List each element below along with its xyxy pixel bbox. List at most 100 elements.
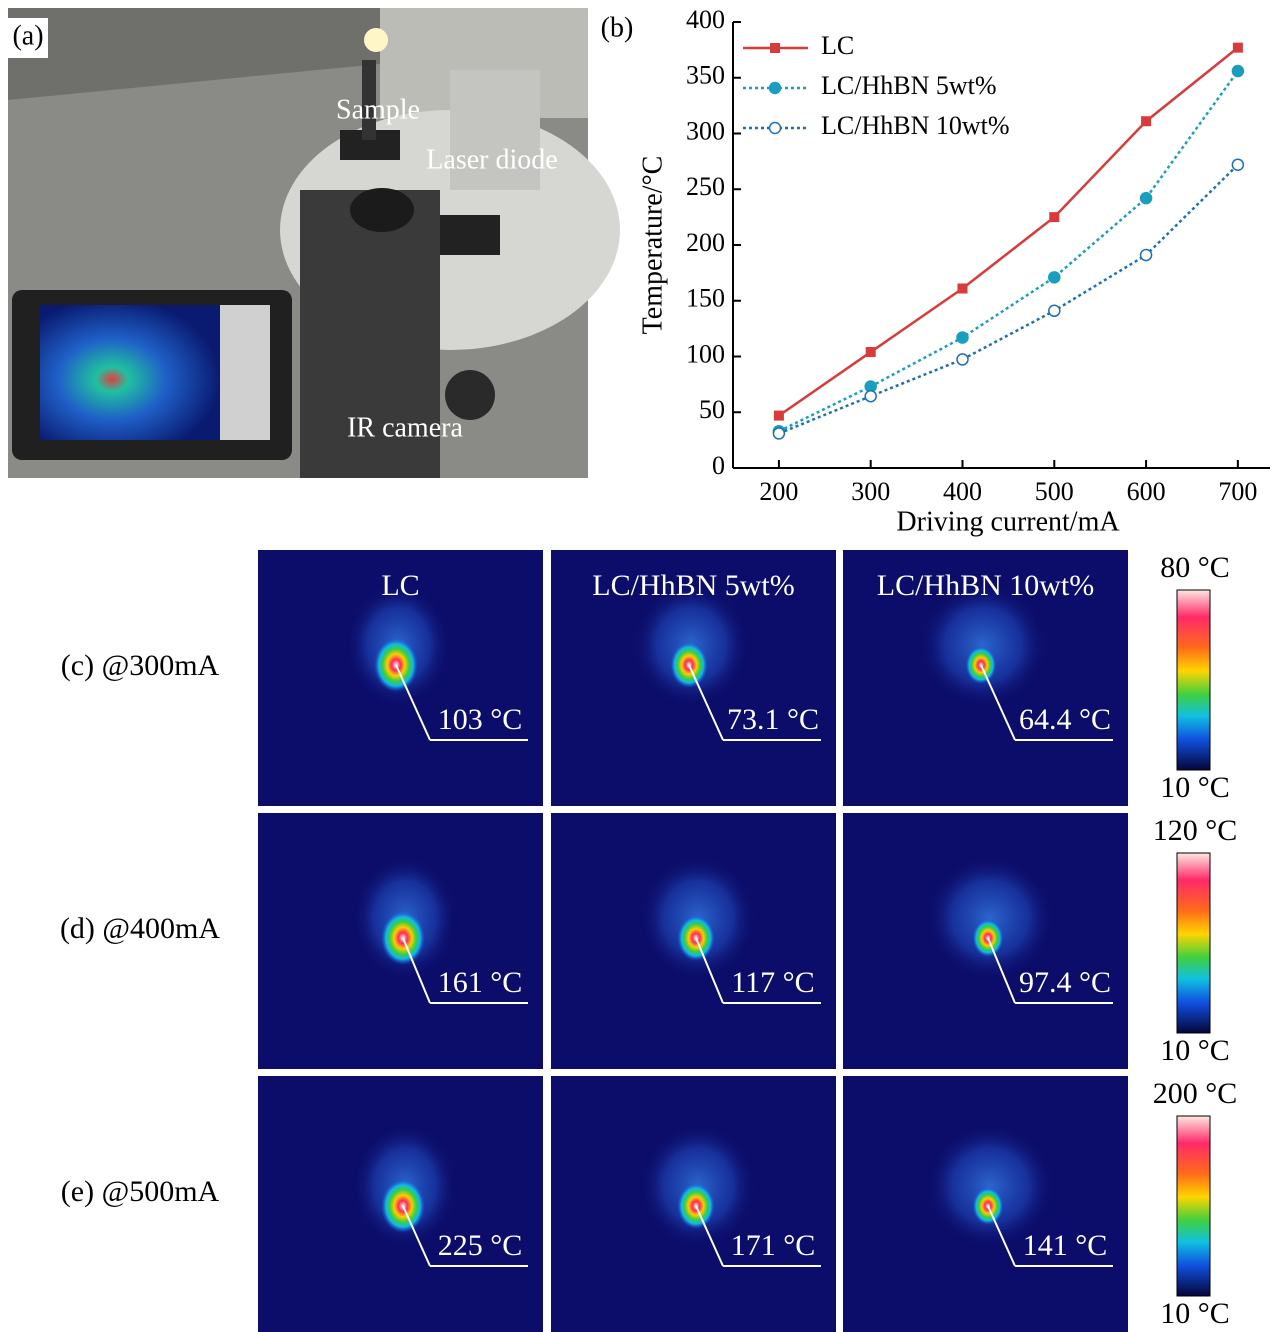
panel-label: (b) — [601, 12, 634, 43]
column-title: LC/HhBN 5wt% — [592, 569, 795, 602]
marker — [865, 347, 876, 358]
marker — [1048, 304, 1061, 318]
x-tick-label: 500 — [1035, 477, 1074, 506]
marker — [1048, 271, 1061, 284]
marker — [772, 427, 786, 440]
leader-line — [402, 1205, 431, 1267]
y-tick-label: 250 — [686, 172, 725, 201]
annotation: Laser diode — [426, 144, 557, 175]
thermal-image: 161 °C — [258, 813, 543, 1069]
temperature-reading: 161 °C — [438, 966, 523, 999]
y-tick-label: 400 — [686, 5, 725, 34]
column-title: LC/HhBN 10wt% — [877, 569, 1095, 602]
ir-camera-body — [300, 190, 440, 478]
marker — [1231, 64, 1245, 78]
leader-line — [987, 937, 1016, 1004]
x-axis-label: Driving current/mA — [896, 506, 1120, 537]
colorbar-max: 80 °C — [1160, 551, 1230, 584]
x-tick-label: 700 — [1218, 477, 1257, 506]
marker — [1231, 158, 1245, 171]
colorbar-min: 10 °C — [1160, 1034, 1230, 1067]
thermal-image: 97.4 °C — [843, 813, 1128, 1069]
x-tick-label: 300 — [851, 477, 890, 506]
row-label: (e) @500mA — [61, 1175, 220, 1208]
series-line — [778, 46, 1239, 417]
y-tick-label: 200 — [686, 228, 725, 257]
colorbar-min: 10 °C — [1160, 771, 1230, 804]
y-axis-label: Temperature/°C — [637, 156, 668, 335]
leader-line — [695, 937, 724, 1004]
thermal-halo — [926, 856, 1054, 980]
y-tick-label: 350 — [686, 61, 725, 90]
leader-line — [695, 1205, 724, 1267]
colorbar — [1176, 589, 1211, 771]
thermal-halo — [919, 583, 1047, 707]
thermal-image: 117 °C — [551, 813, 836, 1069]
x-tick-label: 200 — [759, 477, 798, 506]
leader-line — [987, 1205, 1016, 1267]
x-tick-label: 400 — [943, 477, 982, 506]
temperature-reading: 225 °C — [438, 1229, 523, 1262]
thermal-image: 73.1 °C LC/HhBN 5wt% — [551, 550, 836, 806]
marker — [864, 389, 877, 403]
leader-line — [980, 664, 1016, 741]
temperature-reading: 64.4 °C — [1019, 703, 1111, 736]
colorbar-max: 120 °C — [1153, 814, 1238, 847]
marker — [957, 283, 968, 294]
leader-line — [688, 664, 724, 741]
series-line — [778, 70, 1239, 433]
leader-line — [395, 664, 431, 741]
legend-label: LC/HhBN 5wt% — [821, 71, 997, 100]
temperature-reading: 171 °C — [731, 1229, 816, 1262]
legend-label: LC — [821, 31, 854, 60]
marker — [1139, 248, 1153, 262]
thermal-image: 225 °C — [258, 1076, 543, 1332]
colorbar-max: 200 °C — [1153, 1077, 1238, 1110]
marker — [1139, 191, 1153, 205]
camera-menu — [220, 305, 270, 440]
marker — [773, 410, 784, 421]
marker — [1049, 212, 1060, 223]
colorbar — [1176, 1115, 1211, 1297]
series-line — [778, 163, 1239, 435]
thermal-image: 141 °C — [843, 1076, 1128, 1332]
temperature-reading: 97.4 °C — [1019, 966, 1111, 999]
camera-knob — [445, 370, 495, 420]
panel-label-bg — [8, 18, 48, 58]
annotation: IR camera — [347, 412, 463, 443]
colorbar — [1176, 852, 1211, 1034]
legend-label: LC/HhBN 10wt% — [821, 111, 1010, 140]
row-label: (c) @300mA — [61, 649, 220, 682]
camera-screen — [40, 305, 220, 440]
y-tick-label: 100 — [686, 339, 725, 368]
thermal-halo — [926, 1124, 1054, 1248]
thermal-image: 64.4 °C LC/HhBN 10wt% — [843, 550, 1128, 806]
temperature-reading: 103 °C — [438, 703, 523, 736]
legend-marker — [768, 81, 782, 95]
colorbar-min: 10 °C — [1160, 1297, 1230, 1330]
x-tick-label: 600 — [1127, 477, 1166, 506]
photo-panel: (a) Sample Laser diode IR camera — [8, 8, 620, 478]
laser-heatsink — [450, 70, 540, 190]
sample-glow — [364, 28, 388, 52]
panel-label: (a) — [12, 20, 43, 51]
annotation: Sample — [336, 94, 420, 125]
ir-camera-lens — [350, 188, 414, 232]
y-tick-label: 50 — [699, 395, 725, 424]
sample-post — [362, 60, 376, 140]
marker — [1232, 42, 1243, 53]
leader-line — [402, 937, 431, 1004]
y-tick-label: 0 — [712, 451, 725, 480]
legend-marker — [768, 121, 782, 135]
y-tick-label: 150 — [686, 284, 725, 313]
row-label: (d) @400mA — [60, 912, 220, 945]
marker — [956, 353, 969, 366]
thermal-image: 103 °C LC — [258, 550, 543, 806]
column-title: LC — [381, 569, 419, 602]
temperature-reading: 141 °C — [1023, 1229, 1108, 1262]
temperature-reading: 117 °C — [731, 966, 814, 999]
marker — [1141, 116, 1152, 127]
legend-marker — [770, 43, 780, 53]
marker — [956, 331, 969, 344]
